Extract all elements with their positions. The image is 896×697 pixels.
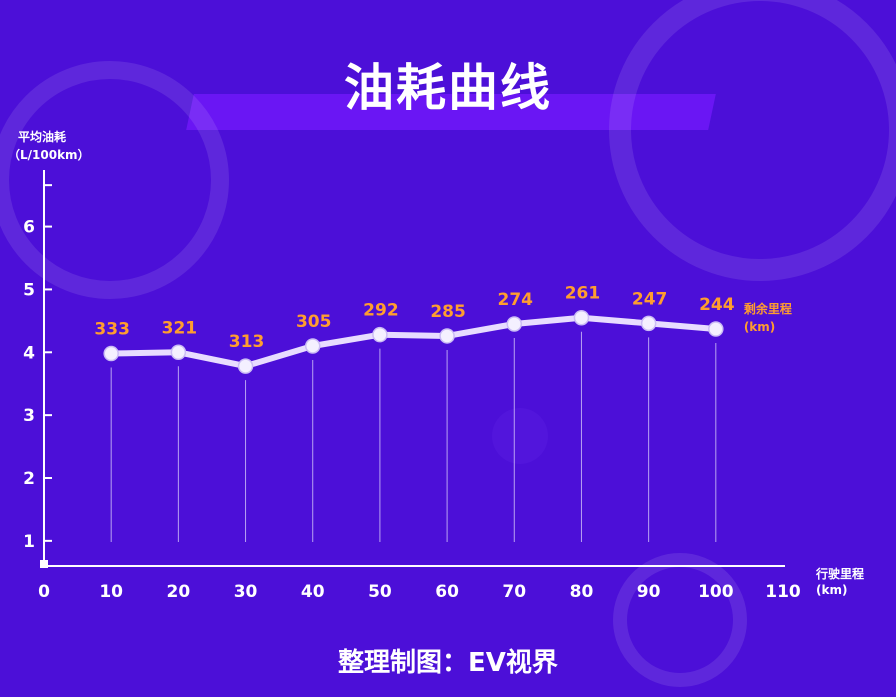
data-point [708,321,724,337]
decor-dot [492,408,548,464]
x-tick-label: 90 [637,582,661,602]
x-tick-label: 40 [301,582,325,602]
decor-ring [609,0,896,281]
data-point [372,326,388,343]
y-tick-label: 2 [23,469,35,489]
data-label-remaining-range: 261 [565,284,601,304]
x-tick-label: 70 [502,582,526,602]
x-tick-label: 100 [698,582,734,602]
y-axis-label-line-2: （L/100km） [8,148,90,162]
x-axis-label-line-2: (km) [816,583,848,597]
x-tick-label: 60 [435,582,459,602]
y-tick-label: 6 [23,218,35,238]
decor-ring [613,553,747,687]
data-point [506,316,523,332]
chart-title: 油耗曲线 [344,59,552,117]
x-tick-label: 110 [765,582,801,602]
x-tick-label: 0 [38,582,50,602]
remaining-range-label-line-1: 剩余里程 [744,301,792,316]
data-point [103,345,119,362]
x-tick-label: 80 [570,582,594,602]
data-label-remaining-range: 321 [162,318,198,338]
y-tick-label: 3 [23,406,35,426]
data-point [304,338,321,354]
data-point [237,358,254,374]
data-label-remaining-range: 292 [363,301,399,321]
x-tick-label: 30 [234,582,258,602]
data-point [573,309,590,326]
series-line [108,314,719,370]
y-axis-label: 平均油耗 （L/100km） [8,128,128,164]
remaining-range-label-line-2: (km) [744,320,775,334]
data-label-remaining-range: 244 [699,295,735,315]
credit-text: 整理制图：EV视界 [338,648,558,678]
data-label-remaining-range: 313 [229,332,265,352]
y-axis-label-line-1: 平均油耗 [18,130,67,144]
data-point [640,315,657,332]
data-point [170,344,187,361]
x-tick-label: 50 [368,582,392,602]
x-tick-label: 20 [167,582,191,602]
data-label-remaining-range: 333 [94,320,130,340]
data-label-remaining-range: 285 [430,302,466,322]
y-tick-label: 1 [23,532,35,552]
x-axis-label-line-1: 行驶里程 [816,567,865,581]
data-label-remaining-range: 274 [498,290,534,310]
data-label-remaining-range: 247 [632,289,668,309]
x-axis-label: 行驶里程 (km) [816,566,864,598]
data-point [439,328,455,344]
y-tick-label: 5 [23,280,35,300]
axis-origin-marker [40,560,48,568]
decor-ring [0,61,229,299]
y-tick-label: 4 [23,343,35,363]
data-label-remaining-range: 305 [296,312,332,332]
x-tick-label: 10 [99,582,123,602]
